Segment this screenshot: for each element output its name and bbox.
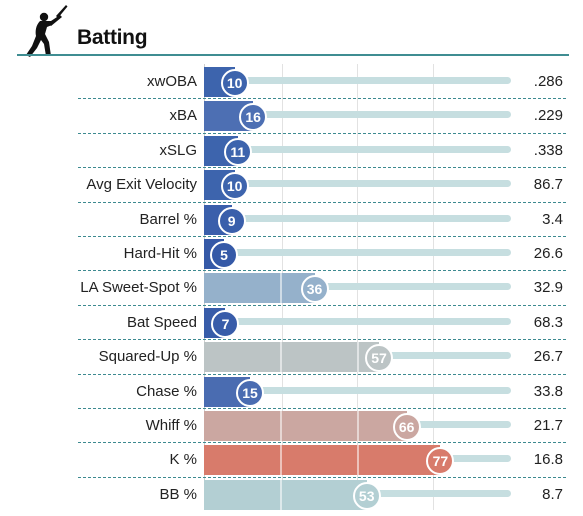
stat-label: xwOBA	[146, 73, 197, 90]
stat-value: 86.7	[533, 176, 563, 194]
percentile-track	[204, 386, 511, 394]
row-divider	[78, 476, 566, 478]
percentile-badge: 5	[210, 241, 238, 269]
stat-value: 8.7	[542, 485, 563, 503]
bar-tick	[356, 342, 359, 373]
stat-value: 26.6	[533, 245, 563, 262]
percentile-badge: 77	[426, 447, 455, 476]
percentile-badge: 11	[223, 137, 252, 166]
row-divider	[78, 339, 566, 341]
stat-row: K % 77 16.8	[0, 442, 583, 476]
percentile-track	[204, 317, 511, 325]
percentile-badge: 7	[211, 309, 240, 338]
stat-row: Avg Exit Velocity 10 86.7	[0, 167, 583, 201]
row-divider	[78, 304, 566, 306]
percentile-bar	[204, 479, 367, 510]
percentile-track	[204, 249, 511, 256]
bar-tick	[279, 342, 282, 373]
stat-value: 16.8	[533, 451, 563, 469]
stat-label: LA Sweet-Spot %	[80, 279, 197, 297]
percentile-track	[204, 77, 511, 84]
row-divider	[78, 373, 566, 375]
stat-label: xSLG	[159, 141, 197, 159]
percentile-track	[204, 283, 511, 291]
row-divider	[78, 167, 566, 169]
bar-tick	[279, 411, 282, 441]
stat-label: Whiff %	[145, 417, 197, 434]
percentile-bar	[204, 445, 441, 476]
stat-label: Hard-Hit %	[123, 245, 197, 262]
percentile-badge: 53	[352, 481, 381, 510]
section-title: Batting	[77, 26, 148, 49]
stat-label: BB %	[159, 485, 197, 503]
row-divider	[78, 270, 566, 272]
stat-row: Chase % 15 33.8	[0, 374, 583, 408]
stat-value: .338	[533, 141, 563, 159]
bar-tick	[279, 273, 282, 304]
stat-label: K %	[169, 451, 197, 469]
row-divider	[78, 98, 566, 100]
bar-tick	[279, 479, 282, 510]
stat-label: Avg Exit Velocity	[86, 176, 197, 194]
percentile-track	[204, 180, 511, 188]
bar-tick	[279, 445, 282, 476]
stat-value: 32.9	[533, 279, 563, 297]
row-divider	[78, 132, 566, 134]
row-divider	[78, 236, 566, 237]
percentile-badge: 57	[364, 344, 393, 373]
stat-value: 68.3	[533, 313, 563, 331]
percentile-badge: 66	[392, 413, 421, 441]
header-rule	[17, 54, 569, 56]
bar-tick	[356, 445, 359, 476]
stat-value: 3.4	[542, 210, 563, 228]
percentile-bar	[204, 411, 407, 441]
percentile-track	[204, 214, 511, 222]
stat-label: Chase %	[136, 382, 197, 400]
percentile-track	[204, 111, 511, 119]
stat-row: xSLG 11 .338	[0, 133, 583, 167]
percentile-badge: 15	[236, 378, 265, 407]
stat-label: xBA	[169, 107, 197, 125]
percentile-track	[204, 145, 511, 153]
stat-row: Whiff % 66 21.7	[0, 408, 583, 442]
percentile-badge: 10	[220, 69, 249, 97]
stat-row: Barrel % 9 3.4	[0, 202, 583, 236]
percentile-bar	[204, 342, 379, 373]
percentile-badge: 36	[300, 275, 329, 304]
stat-value: .229	[533, 107, 563, 125]
stat-row: LA Sweet-Spot % 36 32.9	[0, 270, 583, 304]
row-divider	[78, 442, 566, 444]
stat-label: Barrel %	[139, 210, 197, 228]
stat-row: BB % 53 8.7	[0, 477, 583, 511]
percentile-bar	[204, 273, 315, 304]
row-divider	[78, 408, 566, 409]
stat-value: 33.8	[533, 382, 563, 400]
stat-label: Bat Speed	[126, 313, 197, 331]
stat-row: xBA 16 .229	[0, 98, 583, 132]
stat-label: Squared-Up %	[98, 348, 197, 366]
stat-value: 21.7	[533, 417, 563, 434]
percentile-badge: 10	[220, 172, 249, 201]
percentile-badge: 16	[239, 103, 268, 132]
stat-value: 26.7	[533, 348, 563, 366]
baseball-batter-icon	[26, 5, 68, 57]
stat-value: .286	[533, 73, 563, 90]
bar-tick	[356, 411, 359, 441]
stat-row: Bat Speed 7 68.3	[0, 305, 583, 339]
section-header: Batting	[0, 0, 583, 58]
row-divider	[78, 201, 566, 203]
stat-row: xwOBA 10 .286	[0, 64, 583, 98]
percentile-badge: 9	[217, 206, 246, 235]
stat-row: Squared-Up % 57 26.7	[0, 339, 583, 373]
stat-row: Hard-Hit % 5 26.6	[0, 236, 583, 270]
